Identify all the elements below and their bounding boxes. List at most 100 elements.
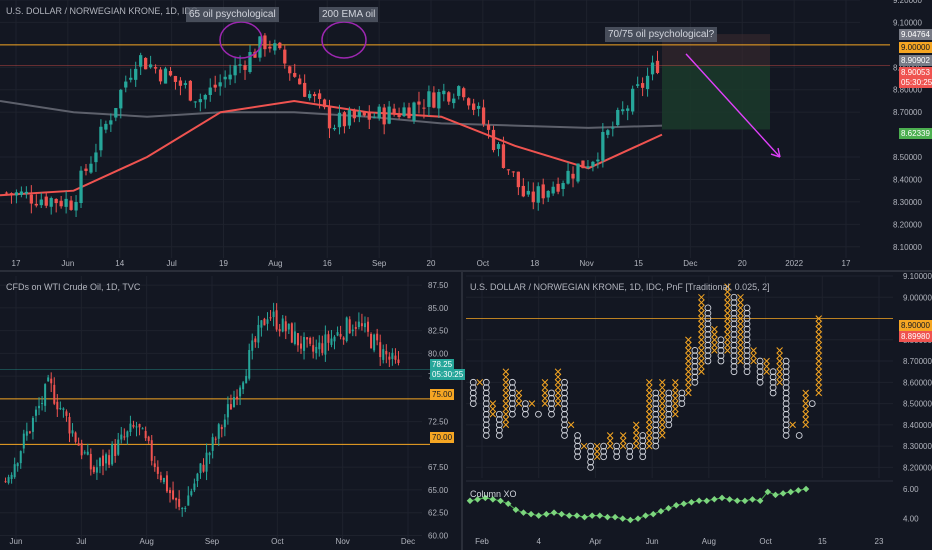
oil-candle (278, 329, 281, 332)
oil-candle (114, 445, 117, 457)
oil-candle (178, 498, 181, 507)
pnf-x-box (645, 421, 653, 429)
main-candle (516, 171, 521, 188)
oil-y-tick: 80.00 (428, 349, 449, 358)
pnf-x-box (815, 389, 823, 397)
pnf-o-box (495, 410, 503, 418)
pnf-o-box (704, 315, 712, 322)
pnf-x-box (645, 416, 653, 423)
oil-candle (184, 507, 187, 509)
pnf-x-box (672, 384, 679, 391)
oil-candle (226, 404, 229, 418)
oil-candle (348, 319, 351, 334)
main-candle (213, 84, 217, 88)
pnf-x-box (711, 325, 718, 333)
indicator-y-tick: 4.00 (903, 515, 919, 524)
oil-chart-title: CFDs on WTI Crude Oil, 1D, TVC (6, 282, 141, 292)
main-candle (188, 80, 193, 101)
pnf-x-box (685, 363, 692, 370)
pnf-o-box (704, 347, 712, 354)
main-candle (293, 72, 297, 77)
oil-candle (144, 431, 147, 439)
oil-candle (336, 332, 339, 336)
pnf-o-box (482, 416, 490, 423)
main-y-tick: 8.30000 (893, 198, 922, 207)
main-candle (312, 94, 317, 97)
pnf-o-box (717, 341, 725, 349)
oil-candle (379, 342, 382, 358)
pnf-x-box (763, 357, 770, 365)
pnf-o-box (756, 362, 764, 370)
pnf-o-box (482, 394, 490, 402)
main-x-tick: 20 (427, 259, 436, 268)
pnf-x-box (619, 442, 627, 450)
main-candle (422, 107, 426, 109)
main-candle (606, 130, 610, 135)
pnf-o-box (743, 309, 751, 317)
oil-candle (13, 464, 16, 478)
oil-candle (181, 508, 184, 510)
main-candle (347, 110, 352, 126)
main-candle (238, 64, 242, 66)
main-candle (506, 169, 511, 171)
pnf-o-box (561, 400, 568, 407)
oil-candle (394, 355, 397, 360)
main-candle (124, 81, 128, 88)
pnf-x-box (737, 309, 744, 317)
main-candle (591, 161, 595, 167)
pnf-o-box (704, 320, 712, 328)
oil-y-tick: 67.50 (428, 463, 449, 472)
main-candle (481, 107, 486, 125)
main-candle (79, 170, 83, 204)
pnf-x-box (737, 315, 744, 322)
pnf-o-box (548, 410, 555, 418)
main-candle (273, 43, 277, 51)
pnf-x-box (593, 442, 601, 450)
pnf-x-box (698, 304, 705, 312)
main-candle (34, 203, 38, 206)
main-candle (94, 152, 98, 163)
main-candle (332, 127, 337, 130)
column-xo-point (802, 485, 810, 493)
pnf-o-box (743, 304, 751, 312)
pnf-o-box (704, 325, 712, 333)
pnf-y-tick: 8.30000 (903, 442, 932, 451)
main-y-tick: 8.20000 (893, 220, 922, 229)
pnf-x-box (515, 400, 523, 407)
pnf-o-box (548, 405, 555, 413)
main-x-tick: Aug (268, 259, 282, 268)
pnf-o-box (652, 389, 660, 397)
pnf-o-box (717, 336, 725, 344)
main-candle (536, 186, 540, 203)
pnf-x-box (802, 394, 809, 402)
main-x-tick: 20 (738, 259, 747, 268)
column-xo-point (726, 496, 733, 503)
column-xo-point (634, 515, 642, 522)
oil-candle (196, 473, 199, 482)
oil-candle (229, 404, 232, 410)
pnf-x-box (737, 347, 744, 354)
main-candle (218, 82, 222, 87)
pnf-o-box (522, 405, 529, 413)
pnf-o-box (508, 410, 516, 418)
main-candle (531, 191, 535, 203)
main-y-tick: 8.40000 (893, 175, 922, 184)
oil-candle (263, 318, 266, 326)
main-candle (129, 77, 133, 80)
main-candle (89, 163, 93, 173)
main-x-tick: 2022 (785, 259, 803, 268)
pnf-o-box (782, 368, 790, 376)
pnf-x-box (659, 432, 666, 439)
oil-candle (287, 323, 290, 330)
pnf-x-box (776, 347, 783, 354)
pnf-x-box (489, 405, 497, 413)
pnf-o-box (782, 384, 790, 392)
main-candle (233, 65, 237, 76)
main-y-tick: 8.50000 (893, 153, 922, 162)
main-x-tick: 19 (219, 259, 228, 268)
pnf-o-box (665, 416, 673, 423)
pnf-o-box (730, 341, 738, 349)
pnf-x-box (515, 389, 523, 397)
pnf-x-box (580, 442, 588, 450)
